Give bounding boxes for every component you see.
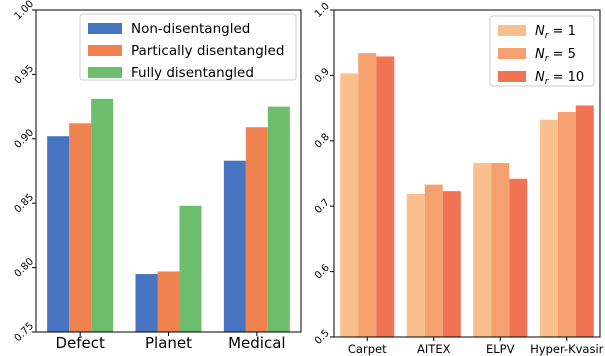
bar-aitex-series-1	[406, 193, 425, 337]
y-tick-label: 0.7	[313, 197, 332, 216]
bar-aitex-series-3	[442, 191, 461, 337]
bar-elpv-series-2	[491, 163, 510, 337]
y-tick-label: 1.0	[313, 1, 332, 20]
plot-frame	[333, 9, 601, 338]
bar-carpet-series-2	[358, 53, 377, 337]
bar-aitex-series-2	[424, 184, 443, 337]
legend-label-2: Nr = 5	[535, 47, 576, 64]
legend: Nr = 1 Nr = 5 Nr = 10	[489, 15, 595, 87]
x-tick-label-planet: Planet	[145, 334, 192, 352]
legend-box	[79, 13, 297, 81]
bar-defect-series-2	[69, 123, 92, 333]
y-tick-label: 0.9	[313, 66, 332, 85]
bar-elpv-series-3	[509, 178, 528, 337]
legend-swatch-3	[88, 67, 122, 78]
legend-label-1: Nr = 1	[535, 24, 576, 41]
bar-hyper-kvasir-series-2	[557, 112, 576, 337]
bar-elpv-series-1	[473, 163, 492, 337]
legend-label-3: Nr = 10	[535, 70, 584, 87]
legend-swatch-3	[498, 71, 526, 82]
legend-swatch-1	[498, 25, 526, 36]
x-tick-label-aitex: AITEX	[417, 342, 451, 356]
bar-medical-series-3	[267, 106, 290, 332]
legend: Non-disentangled Partically disentangled F…	[79, 13, 297, 81]
bar-hyper-kvasir-series-3	[575, 105, 594, 337]
y-tick-label: 0.6	[313, 262, 332, 281]
legend-swatch-2	[498, 48, 526, 59]
legend-swatch-1	[88, 23, 122, 34]
bar-planet-series-2	[157, 271, 180, 332]
x-tick-label-elpv: ELPV	[486, 342, 515, 356]
chart-1: Defect Planet Medical0.750.800.850.900.951…	[13, 0, 302, 352]
bar-planet-series-3	[179, 205, 202, 332]
legend-label-2: Partically disentangled	[131, 43, 284, 59]
bar-medical-series-1	[223, 160, 246, 332]
bar-medical-series-2	[245, 127, 268, 332]
bar-carpet-series-1	[340, 73, 359, 338]
legend-label-1: Non-disentangled	[131, 21, 250, 37]
bar-carpet-series-3	[376, 56, 395, 338]
chart-2: Carpet AITEX ELPV Hyper-Kvasir 0.5 0.6 0.7 0.8 0…	[313, 1, 604, 356]
x-tick-label-carpet: Carpet	[348, 342, 387, 356]
bar-hyper-kvasir-series-1	[539, 119, 558, 337]
bar-defect-series-1	[47, 136, 70, 332]
bar-defect-series-3	[91, 98, 114, 332]
x-tick-label-hyper-kvasir: Hyper-Kvasir	[530, 342, 604, 356]
legend-swatch-2	[88, 45, 122, 56]
plot-frame	[35, 9, 302, 333]
x-tick-label-defect: Defect	[55, 334, 105, 352]
legend-label-3: Fully disentangled	[131, 65, 254, 81]
y-tick-label: 1.00	[13, 0, 37, 22]
y-tick-label: 0.8	[313, 132, 332, 151]
y-tick-label: 0.5	[313, 328, 332, 347]
x-tick-label-medical: Medical	[228, 334, 285, 352]
bar-planet-series-1	[135, 274, 158, 332]
